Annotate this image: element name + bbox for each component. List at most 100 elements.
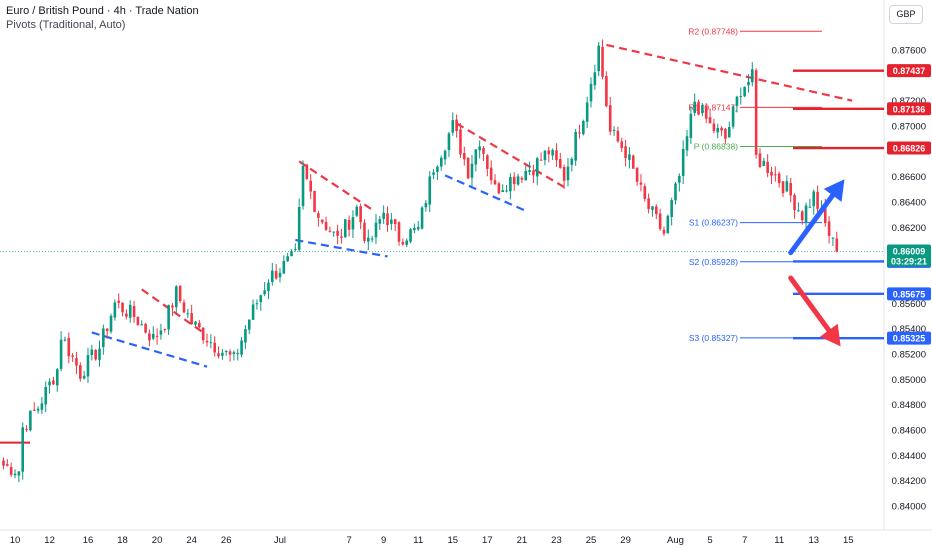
x-tick-label: 7 [742,535,747,546]
candle-body [643,186,647,199]
y-tick-label: 0.84200 [892,476,926,487]
level-tag-text: 0.85325 [893,334,926,344]
candle-body [777,173,781,184]
y-tick-label: 0.85400 [892,324,926,335]
candle-body [509,177,512,192]
candle-body [424,202,428,208]
trendline-blue [295,238,388,258]
candle-body [447,133,451,151]
x-tick-label: 7 [346,535,351,546]
candle-body [317,213,320,218]
x-tick-label: 20 [152,535,163,546]
candle-body [194,321,197,325]
candle-body [516,176,520,185]
current-price-tag [887,244,931,267]
symbol-title[interactable]: Euro / British Pound · 4h · Trade Nation [6,5,199,17]
candle-body [271,270,274,282]
candle-body [701,104,704,114]
pivot-label-r2: R2 (0.87748) [688,26,738,36]
currency-button[interactable]: GBP [889,5,923,24]
candle-body [620,141,624,148]
candle-body [524,170,528,181]
y-tick-label: 0.85600 [892,299,926,310]
x-tick-label: 5 [707,535,712,546]
candle-body [340,236,343,238]
candle-body [217,353,220,357]
candle-body [816,191,819,209]
level-tag-text: 0.87136 [893,104,926,114]
candle-body [86,355,90,377]
candle-body [712,123,716,132]
candle-body [297,207,301,250]
candle-body [148,333,151,341]
y-tick-label: 0.87000 [892,122,926,133]
candle-body [428,176,432,205]
candle-body [754,70,758,155]
candle-body [13,473,17,476]
trendline-red [298,160,373,211]
candle-body [278,272,282,278]
candle-body [439,157,443,167]
candle-body [681,148,685,176]
x-tick-label: 11 [774,535,784,546]
candle-body [551,150,554,156]
candle-body [274,271,278,279]
candle-body [800,211,804,221]
candle-body [589,83,593,102]
candle-body [459,129,462,155]
candle-body [94,349,97,360]
candle-body [151,333,155,339]
candle-body [766,161,769,174]
candle-body [662,229,666,234]
candle-body [463,153,466,160]
candle-body [631,155,635,169]
candle-body [52,380,55,385]
candle-body [528,170,531,173]
candle-body [155,335,159,337]
candle-body [708,117,712,124]
candle-body [436,166,439,172]
candle-body [178,285,182,302]
x-tick-label: 21 [517,535,528,546]
candle-body [367,237,370,242]
indicator-label[interactable]: Pivots (Traditional, Auto) [6,19,126,31]
y-tick-label: 0.86200 [892,223,926,234]
candle-body [539,159,543,161]
arrow-down-shaft [788,275,832,333]
candle-body [32,409,36,411]
current-price-tag-text: 03:29:21 [891,257,927,267]
candle-body [674,183,677,201]
candle-body [724,128,727,139]
candle-body [397,222,401,242]
candle-body [232,352,236,354]
candle-body [294,248,297,250]
x-tick-label: 24 [186,535,197,546]
level-tag [887,141,931,155]
current-price-tag-text: 0.86009 [893,247,926,257]
candle-body [443,150,447,160]
candle-body [167,305,170,330]
x-tick-label: 23 [551,535,562,546]
y-tick-label: 0.84600 [892,426,926,437]
candle-body [290,251,293,257]
candle-body [770,171,773,176]
y-tick-label: 0.85200 [892,350,926,361]
candle-body [21,427,24,472]
y-tick-label: 0.84400 [892,451,926,462]
candle-body [113,302,117,318]
candle-body [82,375,86,379]
candle-body [774,174,777,176]
candle-body [413,227,416,231]
candle-body [482,147,485,154]
candle-body [793,194,796,211]
candle-body [693,101,696,113]
candle-body [125,313,128,317]
candle-body [455,119,458,131]
candle-body [559,159,562,168]
candle-body [597,45,600,72]
pivot-label-r1: R1 (0.87147) [688,102,738,112]
x-tick-label: 10 [10,535,21,546]
candle-body [25,428,28,430]
candle-body [140,324,144,326]
